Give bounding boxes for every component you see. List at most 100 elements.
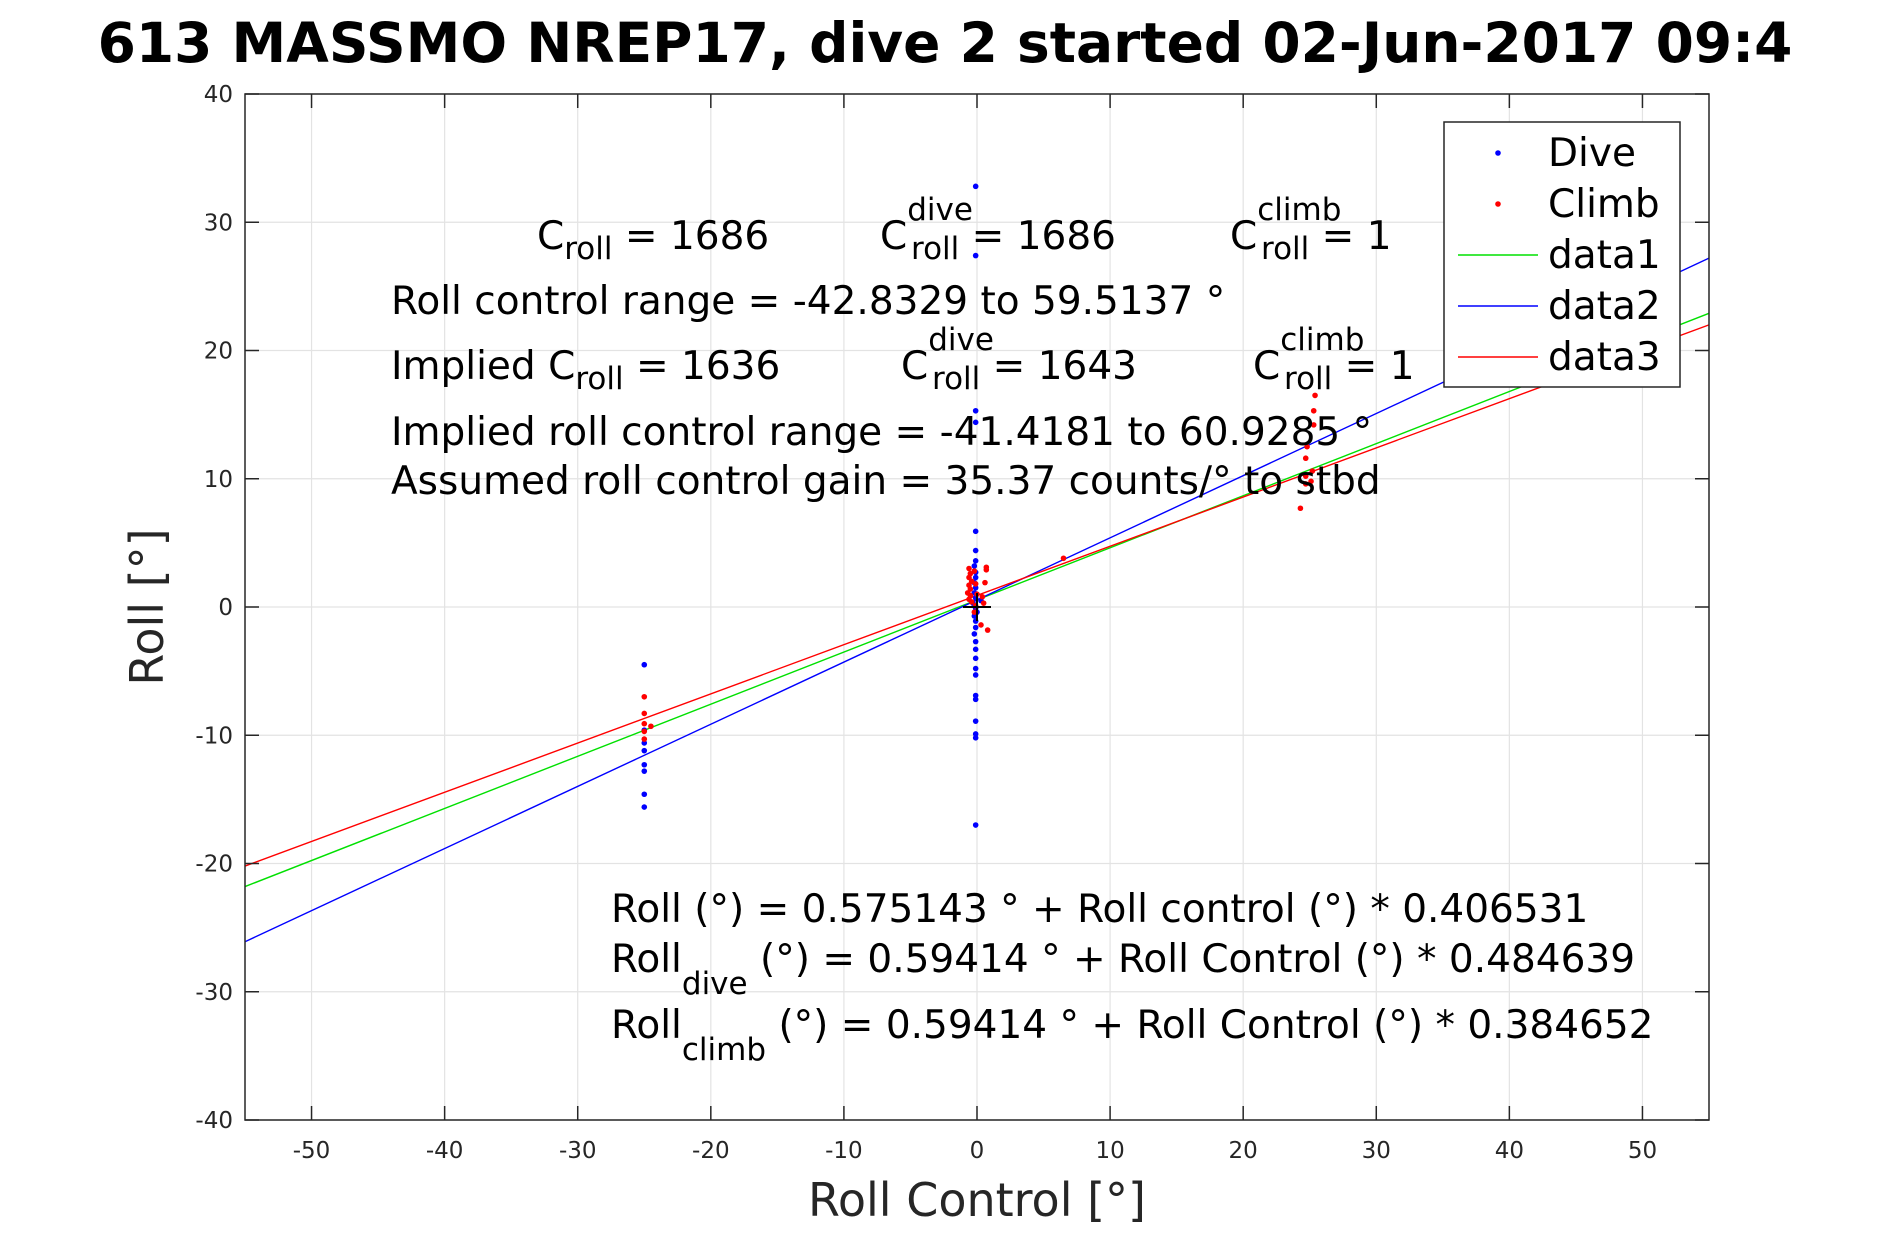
dive-point — [972, 574, 979, 581]
x-tick-label: -20 — [692, 1138, 730, 1164]
dive-point — [972, 407, 979, 414]
x-tick-label: 30 — [1362, 1138, 1391, 1164]
y-tick-label: 40 — [204, 82, 233, 108]
climb-point — [641, 710, 648, 717]
x-tick-label: 0 — [970, 1138, 985, 1164]
y-axis-label: Roll [°] — [120, 528, 174, 685]
dive-point — [641, 740, 648, 746]
dive-point — [972, 718, 979, 724]
legend-label: data2 — [1548, 284, 1661, 329]
x-tick-label: -50 — [293, 1138, 331, 1164]
dive-point — [972, 665, 979, 672]
chart-title: 613 MASSMO NREP17, dive 2 started 02-Jun… — [98, 11, 1793, 75]
climb-point — [1312, 392, 1318, 399]
climb-point — [966, 565, 972, 572]
legend-label: Climb — [1548, 182, 1660, 227]
dive-point — [972, 419, 979, 426]
climb-point — [968, 599, 975, 605]
legend-label: Dive — [1548, 131, 1636, 176]
climb-point — [980, 600, 987, 606]
dive-point — [641, 791, 648, 798]
dive-point — [972, 584, 979, 591]
annotation-c-roll: Croll = 1686 — [537, 214, 769, 267]
dive-point — [972, 558, 979, 564]
climb-point — [1302, 455, 1309, 462]
climb-point — [1310, 407, 1317, 414]
climb-point — [641, 736, 648, 742]
annotation-roll-control-range: Roll control range = -42.8329 to 59.5137… — [391, 279, 1225, 324]
climb-point — [641, 693, 648, 700]
climb-point — [971, 568, 978, 574]
climb-point — [1309, 468, 1316, 474]
climb-point — [1060, 555, 1067, 562]
ticks: -50 -40 -30 -20 -10 0 10 20 30 40 50 -40 -30 -20 -10 0 1… — [195, 82, 1709, 1164]
annotation-roll-gain: Assumed roll control gain = 35.37 counts… — [391, 459, 1381, 504]
annotation-implied-c-roll: Implied Croll = 1636 — [391, 344, 780, 397]
dive-point — [972, 731, 979, 737]
dive-point — [972, 692, 979, 699]
dive-point — [972, 183, 979, 190]
x-tick-label: -10 — [825, 1138, 863, 1164]
climb-point — [1302, 473, 1309, 479]
x-tick-label: -40 — [426, 1138, 464, 1164]
climb-point — [648, 723, 654, 730]
y-tick-label: 30 — [204, 210, 233, 236]
dive-point — [972, 252, 979, 259]
climb-point — [1308, 478, 1314, 485]
annotation-fit-roll-climb: Rollclimb (°) = 0.59414 ° + Roll Control… — [611, 1003, 1653, 1068]
annotation-implied-range: Implied roll control range = -41.4181 to… — [391, 410, 1372, 455]
annotation-c-dive: Cdive roll = 1686 — [880, 192, 1116, 267]
climb-point — [641, 720, 648, 727]
annotation-fit-roll-dive: Rolldive (°) = 0.59414 ° + Roll Control … — [611, 937, 1635, 1002]
dive-point — [972, 528, 979, 535]
dive-point — [971, 563, 978, 569]
annotation-c-climb: Cclimb roll = 1 — [1230, 192, 1392, 267]
dive-point — [972, 547, 979, 554]
climb-point — [641, 728, 648, 735]
climb-point — [1302, 481, 1309, 487]
climb-point — [983, 567, 990, 573]
dive-point — [972, 822, 979, 828]
climb-point — [1304, 443, 1310, 450]
climb-point — [978, 622, 984, 628]
climb-point — [972, 581, 979, 587]
y-tick-label: 10 — [204, 467, 233, 493]
annotation-implied-c-dive: Cdive roll = 1643 — [901, 322, 1137, 397]
dive-point — [972, 638, 979, 645]
x-tick-label: 10 — [1095, 1138, 1124, 1164]
dive-point — [972, 655, 979, 662]
y-tick-label: 0 — [218, 595, 233, 621]
dive-point — [641, 804, 648, 810]
dive-point — [641, 768, 648, 774]
y-tick-label: -40 — [195, 1108, 233, 1134]
climb-point — [971, 609, 978, 615]
dive-point — [971, 631, 978, 637]
climb-point — [1310, 422, 1317, 428]
y-tick-label: -10 — [195, 723, 233, 749]
dive-point — [641, 761, 648, 768]
x-tick-label: 20 — [1229, 1138, 1258, 1164]
climb-point — [1297, 505, 1304, 512]
x-tick-label: 50 — [1628, 1138, 1657, 1164]
dive-point — [972, 672, 979, 678]
climb-point — [984, 627, 991, 633]
y-tick-label: -30 — [195, 980, 233, 1006]
dive-point — [972, 624, 979, 631]
x-axis-label: Roll Control [°] — [808, 1173, 1146, 1227]
annotation-fit-roll: Roll (°) = 0.575143 ° + Roll control (°)… — [611, 887, 1588, 932]
legend-label: data3 — [1548, 335, 1661, 380]
y-tick-label: -20 — [195, 852, 233, 878]
x-tick-label: -30 — [559, 1138, 597, 1164]
legend-marker-dive — [1495, 150, 1501, 156]
dive-point — [972, 696, 979, 703]
dive-point — [972, 646, 979, 653]
legend-marker-climb — [1495, 201, 1501, 207]
dive-point — [972, 735, 979, 741]
climb-point — [982, 579, 988, 586]
climb-point — [979, 593, 986, 600]
dive-point — [641, 661, 648, 668]
legend-label: data1 — [1548, 233, 1661, 278]
dive-point — [971, 613, 978, 619]
dive-point — [641, 747, 648, 754]
